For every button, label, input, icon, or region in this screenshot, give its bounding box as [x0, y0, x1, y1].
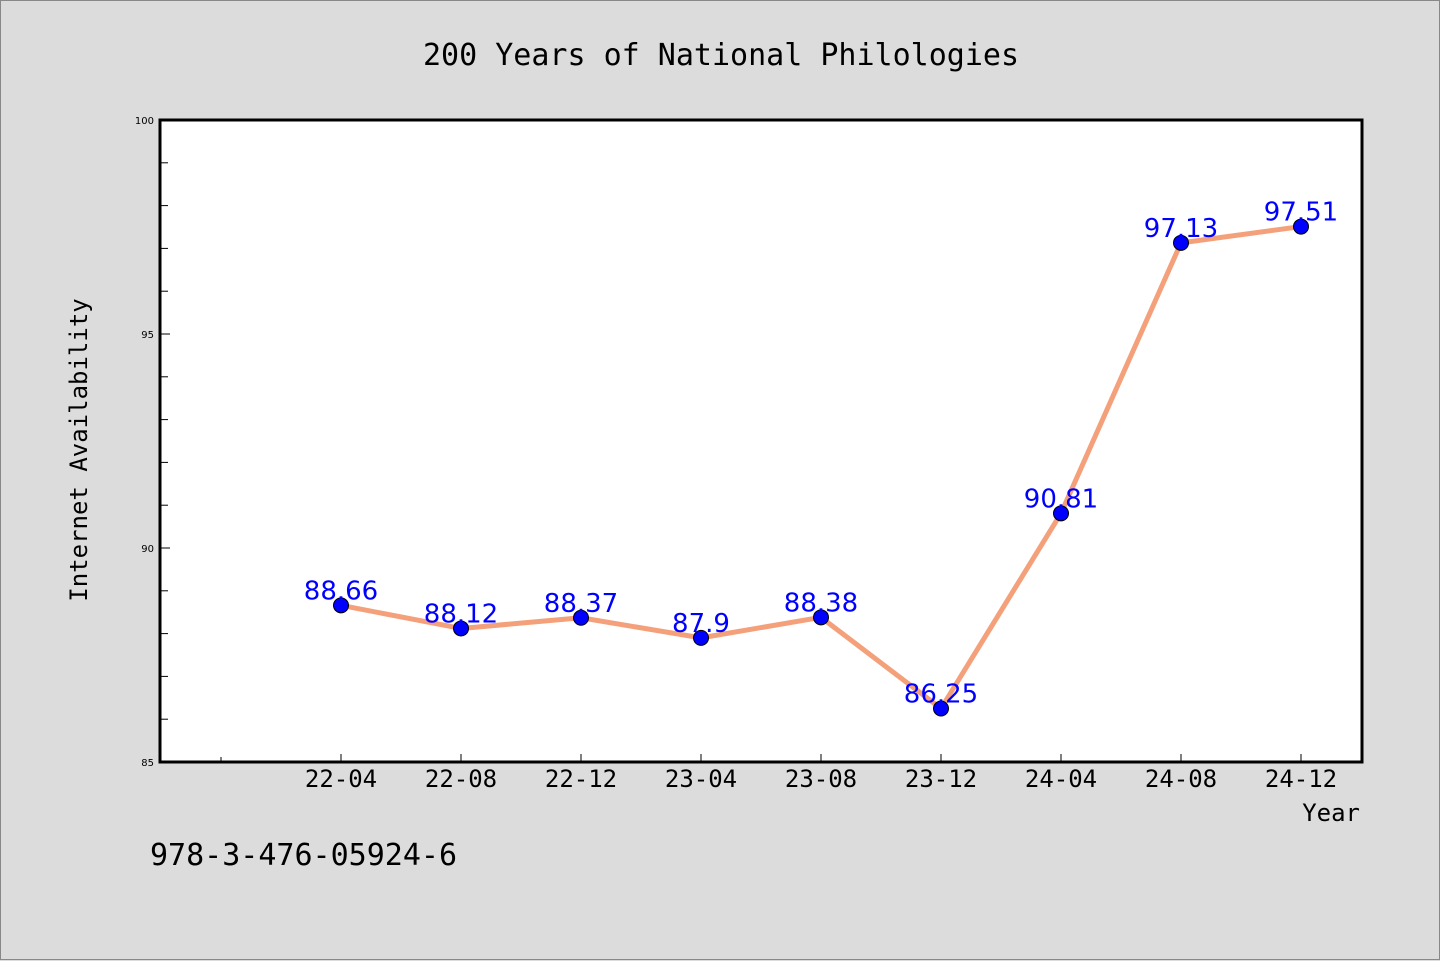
data-label: 88.37 [544, 589, 618, 619]
x-tick-label: 23-04 [665, 765, 737, 793]
x-tick-label: 24-04 [1025, 765, 1097, 793]
data-label: 90.81 [1024, 484, 1098, 514]
series-line [333, 218, 1309, 717]
chart-title: 200 Years of National Philologies [423, 38, 1019, 73]
x-tick-label: 23-08 [785, 765, 857, 793]
y-axis: 85 90 95 100 [135, 116, 170, 769]
data-point [1053, 505, 1069, 522]
y-tick-label: 100 [135, 116, 154, 127]
y-tick-label: 85 [141, 758, 154, 769]
data-point [1173, 234, 1189, 251]
x-axis: 22-04 22-08 22-12 23-04 23-08 23-12 24-04 24-08… [220, 754, 1337, 793]
x-tick-label: 23-12 [905, 765, 977, 793]
isbn-text: 978-3-476-05924-6 [150, 838, 457, 873]
data-point [813, 609, 829, 626]
data-point [453, 620, 469, 637]
plot-area [158, 118, 1364, 764]
data-label: 88.12 [424, 599, 498, 629]
x-tick-label: 22-08 [425, 765, 497, 793]
data-point [333, 597, 349, 614]
data-label: 86.25 [904, 680, 978, 710]
data-label: 97.13 [1144, 214, 1218, 244]
data-labels: 88.66 88.12 88.37 87.9 88.38 86.25 90.81 97.13 9… [304, 198, 1338, 710]
y-tick-label: 90 [141, 544, 154, 555]
x-tick-label: 24-12 [1265, 765, 1337, 793]
data-label: 88.38 [784, 588, 858, 618]
x-tick-label: 24-08 [1145, 765, 1217, 793]
data-point [693, 629, 709, 646]
x-tick-label: 22-04 [305, 765, 377, 793]
data-label: 97.51 [1264, 198, 1338, 228]
y-tick-label: 95 [141, 330, 154, 341]
data-point [933, 700, 949, 717]
x-tick-label: 22-12 [545, 765, 617, 793]
y-axis-label: Internet Availability [65, 298, 93, 601]
data-label: 88.66 [304, 576, 378, 606]
data-label: 87.9 [672, 609, 730, 639]
x-axis-label: Year [1302, 799, 1360, 827]
data-point [573, 609, 589, 626]
data-point [1293, 218, 1309, 235]
